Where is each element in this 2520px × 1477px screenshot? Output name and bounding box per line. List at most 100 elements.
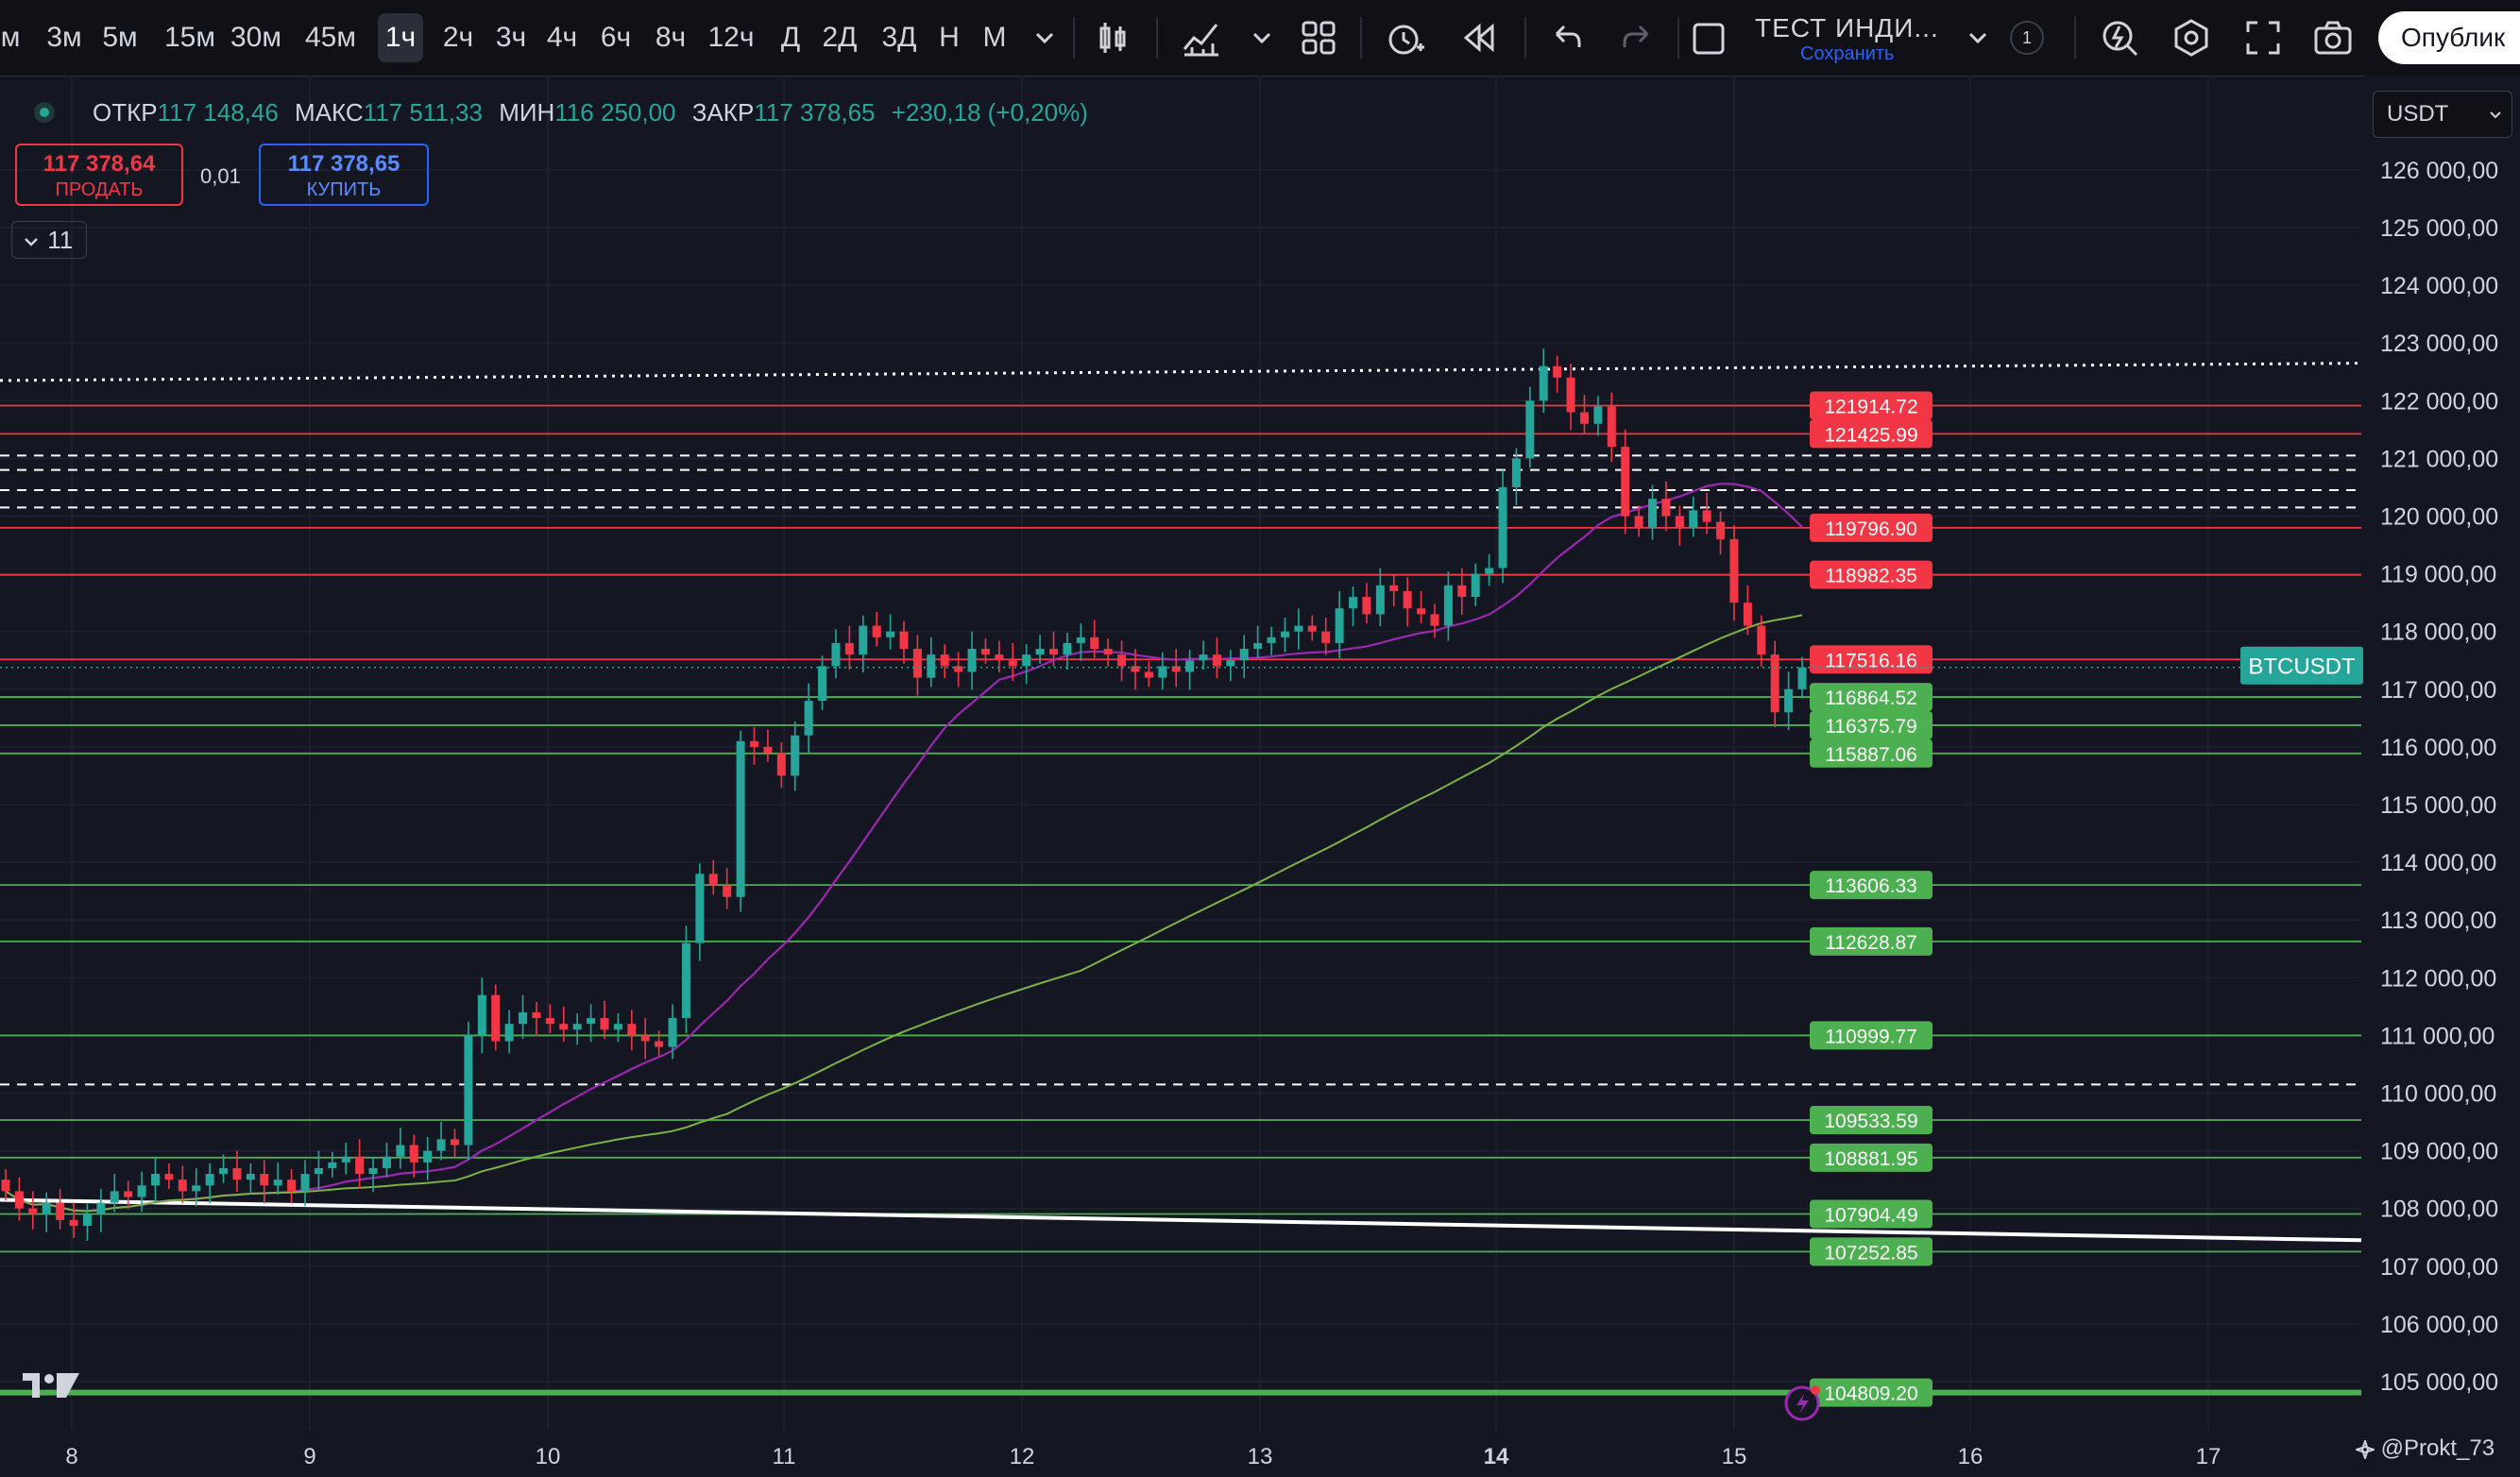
compass-icon — [2353, 1437, 2377, 1461]
level-price-tag — [1810, 1199, 1933, 1229]
timeframe-10[interactable]: 6ч — [600, 22, 632, 53]
lightning-icon[interactable] — [2097, 15, 2142, 60]
timeframe-3[interactable]: 15м — [164, 22, 215, 53]
candles-icon[interactable] — [1090, 15, 1135, 60]
candle-body — [1022, 654, 1031, 667]
tradingview-logo — [23, 1373, 79, 1398]
y-tick-label: 108 000,00 — [2380, 1197, 2498, 1223]
timeframe-4[interactable]: 30м — [230, 22, 281, 53]
candle-body — [1716, 521, 1726, 539]
candle-body — [1267, 637, 1276, 643]
candle-body — [1729, 538, 1739, 603]
candle-body — [341, 1156, 350, 1163]
timeframe-15[interactable]: 3Д — [881, 22, 917, 53]
timeframe-11[interactable]: 8ч — [655, 22, 687, 53]
candle-body — [28, 1208, 38, 1214]
candle-body — [1307, 625, 1317, 632]
candle-body — [763, 746, 773, 754]
high-label: МАКС — [295, 98, 364, 127]
timeframe-8[interactable]: 3ч — [495, 22, 527, 53]
y-tick-label: 121 000,00 — [2380, 446, 2498, 472]
timeframe-14[interactable]: 2Д — [822, 22, 858, 53]
alert-lightning-icon[interactable] — [1783, 1383, 1823, 1422]
chevron-down-icon[interactable] — [1239, 15, 1285, 60]
price-chart[interactable]: 121914.72 121425.99 119796.90 118982.35 1175… — [0, 76, 2520, 1477]
level-price-label: 118982.35 — [1825, 566, 1917, 587]
fullscreen-icon[interactable] — [2240, 15, 2286, 60]
undo-icon[interactable] — [1543, 15, 1589, 60]
candle-body — [1144, 671, 1153, 678]
candle-body — [477, 994, 486, 1036]
settings-icon[interactable] — [2169, 15, 2214, 60]
candle-body — [1689, 510, 1698, 528]
indicators-icon[interactable] — [1179, 15, 1224, 60]
candle-body — [464, 1035, 473, 1146]
level-price-tag — [1810, 560, 1933, 589]
candle-body — [1593, 406, 1603, 424]
currency-value: USDT — [2387, 101, 2449, 127]
level-price-tag — [1810, 1378, 1933, 1407]
currency-select[interactable]: USDT — [2373, 91, 2512, 138]
lot-size[interactable]: 0,01 — [200, 164, 241, 188]
camera-icon[interactable] — [2310, 15, 2356, 60]
timeframe-0[interactable]: м — [0, 22, 21, 53]
y-tick-label: 111 000,00 — [2380, 1023, 2494, 1049]
candle-body — [1770, 654, 1779, 713]
alerts-badge[interactable]: 1 — [2010, 21, 2044, 55]
candle-body — [110, 1191, 119, 1203]
timeframe-9[interactable]: 4ч — [546, 22, 578, 53]
timeframe-6[interactable]: 1ч — [378, 13, 423, 62]
open-value: 117 148,46 — [157, 98, 279, 127]
toolbar-divider — [1360, 17, 1362, 59]
layout-grid-icon[interactable] — [1296, 15, 1341, 60]
candle-body — [791, 735, 800, 776]
symbol-status-dot — [34, 102, 55, 123]
candle-body — [927, 654, 936, 678]
candle-body — [368, 1167, 378, 1175]
redo-icon[interactable] — [1615, 15, 1660, 60]
publish-button[interactable]: Опублик — [2378, 11, 2520, 64]
y-tick-label: 118 000,00 — [2380, 620, 2496, 646]
candle-body — [1090, 637, 1099, 650]
timeframe-5[interactable]: 45м — [305, 22, 356, 53]
x-tick-label: 8 — [65, 1444, 77, 1469]
timeframe-17[interactable]: М — [982, 22, 1007, 53]
level-price-label: 116375.79 — [1825, 716, 1917, 738]
candle-body — [491, 994, 501, 1042]
timeframe-1[interactable]: 3м — [46, 22, 82, 53]
candle-body — [519, 1011, 528, 1025]
level-price-tag — [1810, 1021, 1933, 1050]
replay-icon[interactable] — [1456, 15, 1502, 60]
candle-body — [1226, 660, 1235, 667]
timeframe-7[interactable]: 2ч — [442, 22, 474, 53]
indicators-collapse-button[interactable]: 11 — [11, 221, 87, 259]
candle-body — [912, 649, 922, 678]
x-tick-label: 13 — [1248, 1444, 1273, 1469]
timeframe-12[interactable]: 12ч — [707, 22, 755, 53]
timeframe-2[interactable]: 5м — [102, 22, 138, 53]
candle-body — [750, 740, 758, 747]
buy-price: 117 378,65 — [287, 151, 400, 177]
sell-button[interactable]: 117 378,64 ПРОДАТЬ — [15, 144, 183, 206]
candle-body — [613, 1024, 622, 1030]
candle-body — [1471, 573, 1480, 598]
buy-button[interactable]: 117 378,65 КУПИТЬ — [259, 144, 429, 206]
timeframe-13[interactable]: Д — [780, 22, 801, 53]
y-tick-label: 117 000,00 — [2380, 677, 2496, 704]
template-save-link[interactable]: Сохранить — [1800, 43, 1895, 64]
y-tick-label: 122 000,00 — [2380, 388, 2498, 415]
candle-body — [1389, 585, 1399, 591]
candle-body — [42, 1202, 51, 1214]
candle-body — [382, 1156, 391, 1168]
chevron-down-icon[interactable] — [1022, 15, 1067, 60]
level-price-label: 116864.52 — [1825, 688, 1917, 709]
dotted-high-line — [0, 362, 2362, 382]
candle-body — [137, 1185, 146, 1197]
chevron-down-icon[interactable] — [1955, 15, 2001, 60]
toolbar-divider — [1524, 17, 1526, 59]
alert-clock-icon[interactable] — [1383, 15, 1428, 60]
timeframe-16[interactable]: Н — [939, 22, 960, 53]
template-name[interactable]: ТЕСТ ИНДИ... — [1755, 13, 1939, 42]
checkbox-icon[interactable] — [1687, 15, 1732, 60]
candle-body — [1375, 585, 1385, 615]
